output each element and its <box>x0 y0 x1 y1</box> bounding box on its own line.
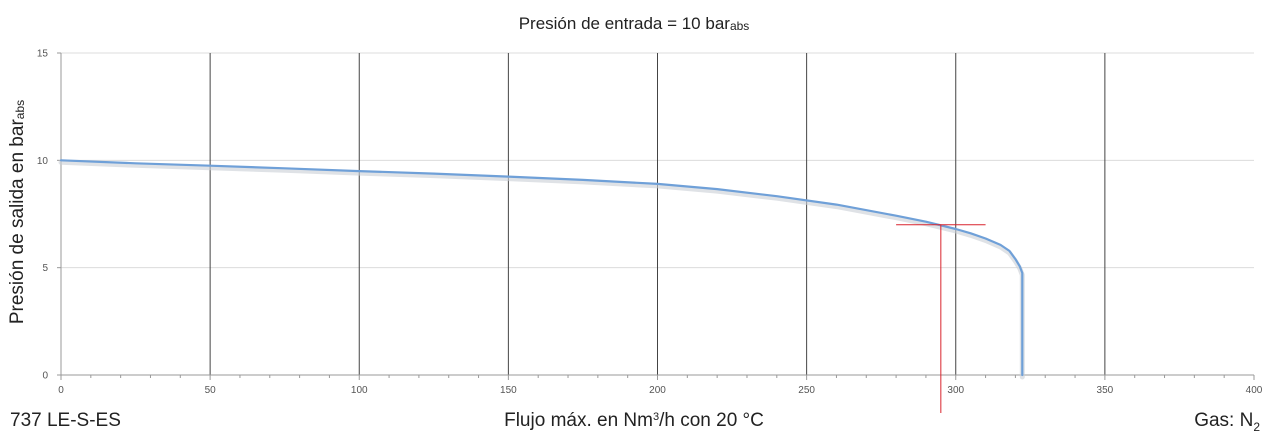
x-tick-label: 250 <box>798 385 815 396</box>
x-tick-label: 0 <box>58 385 64 396</box>
y-tick-label: 5 <box>42 263 48 274</box>
series-line <box>59 159 1024 377</box>
series-shadow <box>58 159 1025 380</box>
x-tick-label: 400 <box>1246 385 1263 396</box>
gas-label: Gas: N2 <box>1194 410 1260 434</box>
x-tick-label: 50 <box>205 385 217 396</box>
y-tick-label: 10 <box>37 156 49 167</box>
model-code: 737 LE-S-ES <box>10 410 121 431</box>
x-tick-label: 200 <box>649 385 666 396</box>
x-tick-label: 350 <box>1097 385 1114 396</box>
y-tick-label: 0 <box>42 371 48 382</box>
x-tick-label: 300 <box>947 385 964 396</box>
chart-title: Presión de entrada = 10 barabs <box>518 14 750 33</box>
x-axis-label: Flujo máx. en Nm3/h con 20 °C <box>504 410 764 431</box>
x-tick-label: 100 <box>351 385 368 396</box>
x-tick-label: 150 <box>500 385 517 396</box>
y-axis-label: Presión de salida en barabs <box>7 99 28 325</box>
y-tick-label: 15 <box>37 49 49 60</box>
